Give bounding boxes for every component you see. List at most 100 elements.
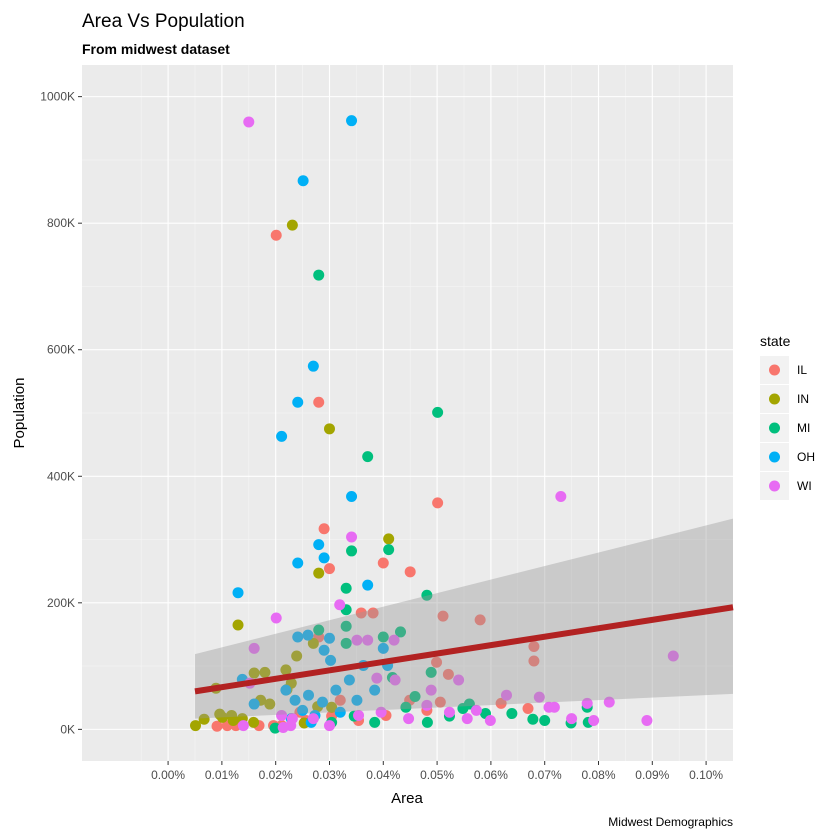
point-wi bbox=[351, 634, 363, 646]
point-mi bbox=[506, 708, 518, 720]
points-layer bbox=[190, 115, 679, 734]
legend-label-in: IN bbox=[797, 392, 809, 406]
point-in bbox=[227, 715, 239, 727]
point-in bbox=[198, 713, 210, 725]
x-axis: 0.00% 0.01% 0.02% 0.03% 0.04% 0.05% 0.06% 0.07%… bbox=[151, 761, 723, 782]
point-il bbox=[377, 557, 389, 569]
legend-label-mi: MI bbox=[797, 421, 810, 435]
point-oh bbox=[232, 587, 244, 599]
y-tick-label: 800K bbox=[47, 216, 75, 230]
point-mi bbox=[409, 690, 421, 702]
point-oh bbox=[330, 684, 342, 696]
x-tick-label: 0.01% bbox=[205, 768, 239, 782]
point-wi bbox=[388, 634, 400, 646]
legend: state IL IN MI OH WI bbox=[760, 333, 815, 500]
point-wi bbox=[346, 531, 358, 543]
point-mi bbox=[432, 406, 444, 418]
point-il bbox=[367, 607, 379, 619]
point-mi bbox=[421, 589, 433, 601]
point-wi bbox=[353, 709, 365, 721]
point-il bbox=[528, 640, 540, 652]
point-wi bbox=[500, 689, 512, 701]
point-mi bbox=[457, 702, 469, 714]
x-tick-label: 0.07% bbox=[528, 768, 562, 782]
point-in bbox=[307, 637, 319, 649]
point-wi bbox=[421, 699, 433, 711]
point-il bbox=[318, 523, 330, 535]
point-wi bbox=[588, 715, 600, 727]
y-tick-label: 600K bbox=[47, 343, 75, 357]
point-oh bbox=[323, 632, 335, 644]
point-wi bbox=[277, 721, 289, 733]
point-il bbox=[437, 610, 449, 622]
point-wi bbox=[581, 697, 593, 709]
point-wi bbox=[555, 491, 567, 503]
point-oh bbox=[276, 430, 288, 442]
point-il bbox=[211, 720, 223, 732]
point-il bbox=[313, 396, 325, 408]
point-mi bbox=[313, 624, 325, 636]
point-il bbox=[323, 563, 335, 575]
point-in bbox=[323, 423, 335, 435]
point-wi bbox=[453, 674, 465, 686]
point-il bbox=[355, 607, 367, 619]
point-mi bbox=[383, 544, 395, 556]
x-tick-label: 0.05% bbox=[420, 768, 454, 782]
point-oh bbox=[313, 539, 325, 551]
legend-label-wi: WI bbox=[797, 479, 812, 493]
point-il bbox=[270, 229, 282, 241]
point-oh bbox=[369, 684, 381, 696]
point-in bbox=[259, 666, 271, 678]
point-oh bbox=[346, 115, 358, 127]
point-oh bbox=[303, 689, 315, 701]
point-wi bbox=[603, 696, 615, 708]
point-il bbox=[528, 655, 540, 667]
point-wi bbox=[248, 642, 260, 654]
point-mi bbox=[539, 715, 551, 727]
point-mi bbox=[340, 582, 352, 594]
point-mi bbox=[313, 269, 325, 281]
point-wi bbox=[371, 672, 383, 684]
legend-marker-in bbox=[769, 393, 780, 405]
point-wi bbox=[548, 701, 560, 713]
point-wi bbox=[641, 715, 653, 727]
point-il bbox=[334, 694, 346, 706]
y-tick-label: 200K bbox=[47, 596, 75, 610]
point-in bbox=[190, 720, 202, 732]
point-wi bbox=[375, 706, 387, 718]
point-oh bbox=[325, 654, 337, 666]
point-il bbox=[495, 697, 507, 709]
point-oh bbox=[307, 360, 319, 372]
point-oh bbox=[297, 704, 309, 716]
legend-title: state bbox=[760, 333, 791, 349]
point-oh bbox=[346, 491, 358, 503]
point-wi bbox=[286, 713, 298, 725]
y-tick-label: 400K bbox=[47, 469, 75, 483]
point-wi bbox=[334, 599, 346, 611]
point-mi bbox=[362, 451, 374, 463]
point-in bbox=[214, 708, 226, 720]
legend-label-il: IL bbox=[797, 363, 807, 377]
point-wi bbox=[243, 116, 255, 128]
point-mi bbox=[269, 722, 281, 734]
point-mi bbox=[377, 631, 389, 643]
point-mi bbox=[395, 626, 407, 638]
point-il bbox=[442, 668, 454, 680]
point-wi bbox=[566, 713, 578, 725]
x-tick-label: 0.08% bbox=[581, 768, 615, 782]
point-wi bbox=[461, 713, 473, 725]
chart-caption: Midwest Demographics bbox=[608, 815, 733, 829]
point-in bbox=[280, 664, 292, 676]
legend-marker-oh bbox=[769, 451, 780, 463]
legend-label-oh: OH bbox=[797, 450, 815, 464]
point-oh bbox=[297, 175, 309, 187]
point-wi bbox=[443, 706, 455, 718]
point-il bbox=[522, 702, 534, 714]
point-oh bbox=[334, 706, 346, 718]
legend-marker-wi bbox=[769, 480, 780, 492]
point-oh bbox=[343, 674, 355, 686]
point-mi bbox=[421, 716, 433, 728]
point-mi bbox=[527, 713, 539, 725]
point-oh bbox=[318, 552, 330, 564]
